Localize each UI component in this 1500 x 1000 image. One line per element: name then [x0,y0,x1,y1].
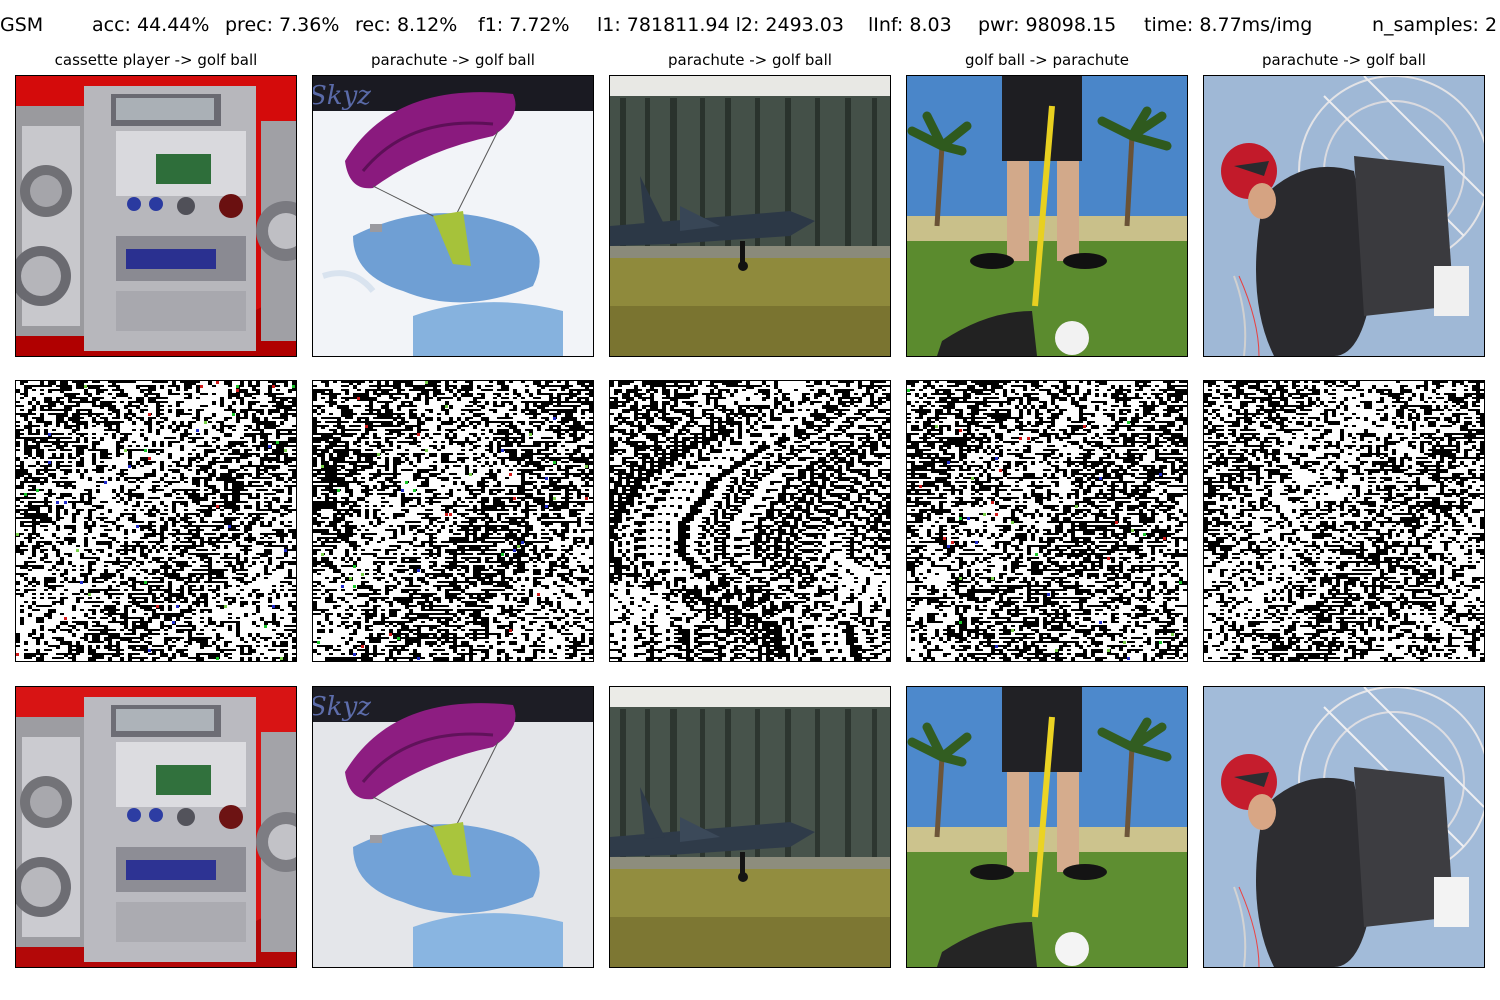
column-title-3: parachute -> golf ball [668,51,832,69]
parachute-scene: Skyz [313,687,593,967]
f1-metric: f1: 7.72% [478,14,570,36]
adversarial-image-paramotor [1203,686,1485,968]
perturbation-noise [313,381,593,661]
column-title-4: golf ball -> parachute [965,51,1129,69]
golfer-scene [907,76,1187,356]
adversarial-image-jet [609,686,891,968]
paramotor-scene [1204,76,1484,356]
original-image-parachute: Skyz [312,75,594,357]
perturbation-noise [16,381,296,661]
power-metric: pwr: 98098.15 [978,14,1117,36]
metrics-header: GSM acc: 44.44% prec: 7.36% rec: 8.12% f… [0,14,1500,44]
original-image-paramotor [1203,75,1485,357]
perturbation-map-paramotor [1203,380,1485,662]
perturbation-map-golfer [906,380,1188,662]
parachute-scene: Skyz [313,76,593,356]
precision-metric: prec: 7.36% [225,14,340,36]
perturbation-map-cassette-player [15,380,297,662]
recall-metric: rec: 8.12% [355,14,458,36]
perturbation-map-jet [609,380,891,662]
skyz-watermark: Skyz [313,692,371,722]
column-title-2: parachute -> golf ball [371,51,535,69]
method-name: GSM [0,14,44,36]
perturbation-noise [1204,381,1484,661]
linf-metric: lInf: 8.03 [868,14,952,36]
original-image-golfer [906,75,1188,357]
samples-metric: n_samples: 2 [1372,14,1498,36]
cassette-player-scene [16,687,296,967]
adversarial-image-golfer [906,686,1188,968]
skyz-watermark: Skyz [313,81,371,111]
original-image-jet [609,75,891,357]
jet-runway-scene [610,76,890,356]
cassette-player-scene [16,76,296,356]
golfer-scene [907,687,1187,967]
perturbation-noise [907,381,1187,661]
column-title-1: cassette player -> golf ball [54,51,258,69]
accuracy-metric: acc: 44.44% [92,14,210,36]
norm-l1-l2-metric: l1: 781811.94 l2: 2493.03 [597,14,844,36]
paramotor-scene [1204,687,1484,967]
adversarial-image-cassette-player [15,686,297,968]
time-metric: time: 8.77ms/img [1144,14,1313,36]
perturbation-noise [610,381,890,661]
column-title-5: parachute -> golf ball [1262,51,1426,69]
original-image-cassette-player [15,75,297,357]
perturbation-map-parachute [312,380,594,662]
adversarial-image-parachute: Skyz [312,686,594,968]
jet-runway-scene [610,687,890,967]
